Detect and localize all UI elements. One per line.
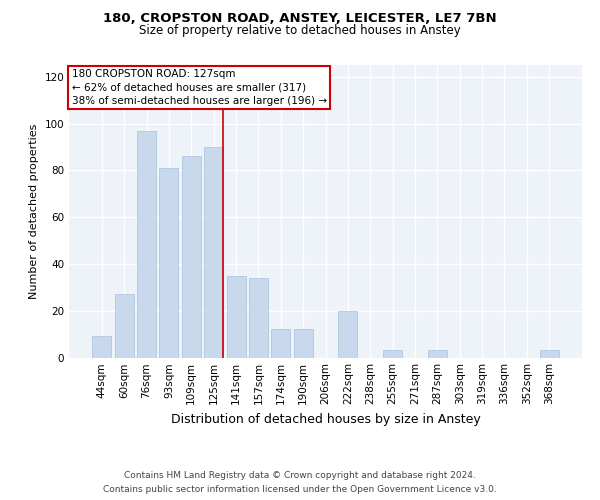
Bar — [182, 156, 201, 358]
Bar — [204, 147, 223, 358]
Text: Size of property relative to detached houses in Anstey: Size of property relative to detached ho… — [139, 24, 461, 37]
Bar — [137, 130, 156, 358]
Bar — [92, 336, 112, 357]
Bar — [271, 330, 290, 357]
Bar — [539, 350, 559, 358]
Text: 180 CROPSTON ROAD: 127sqm
← 62% of detached houses are smaller (317)
38% of semi: 180 CROPSTON ROAD: 127sqm ← 62% of detac… — [71, 70, 326, 106]
Bar — [227, 276, 245, 357]
Text: Contains HM Land Registry data © Crown copyright and database right 2024.
Contai: Contains HM Land Registry data © Crown c… — [103, 472, 497, 494]
Bar — [293, 330, 313, 357]
Bar — [428, 350, 447, 358]
X-axis label: Distribution of detached houses by size in Anstey: Distribution of detached houses by size … — [170, 413, 481, 426]
Bar — [115, 294, 134, 358]
Bar — [249, 278, 268, 357]
Bar — [160, 168, 178, 358]
Bar — [383, 350, 402, 358]
Text: 180, CROPSTON ROAD, ANSTEY, LEICESTER, LE7 7BN: 180, CROPSTON ROAD, ANSTEY, LEICESTER, L… — [103, 12, 497, 26]
Y-axis label: Number of detached properties: Number of detached properties — [29, 124, 39, 299]
Bar — [338, 310, 358, 358]
